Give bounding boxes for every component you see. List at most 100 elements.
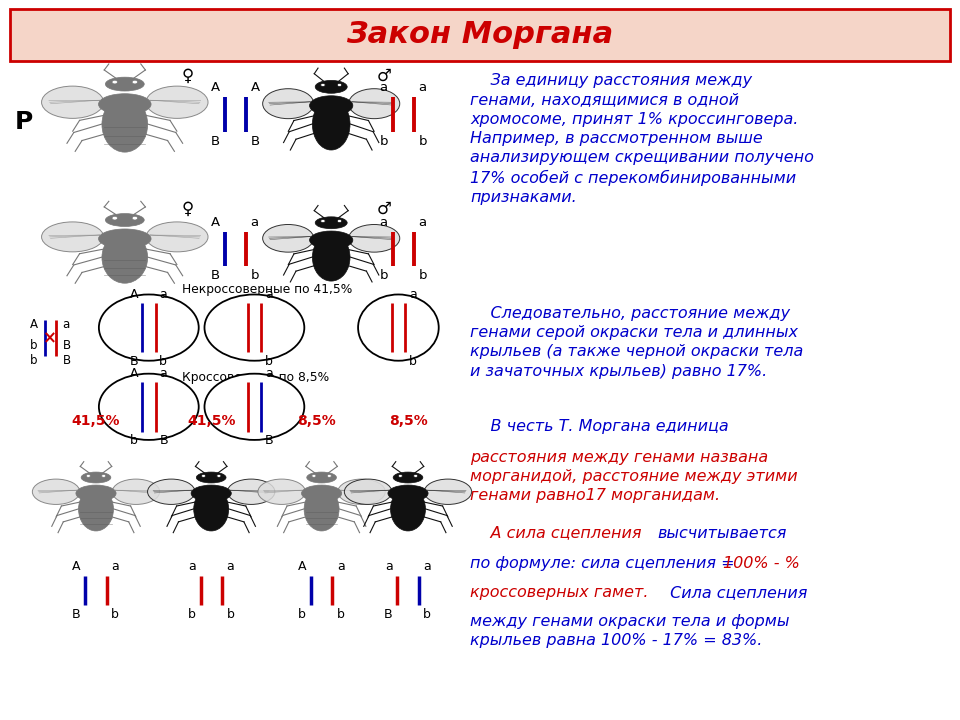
Text: b: b	[379, 269, 388, 282]
Text: a: a	[380, 81, 388, 94]
Text: A: A	[298, 560, 306, 573]
Ellipse shape	[86, 474, 90, 477]
Text: ♀: ♀	[181, 67, 193, 85]
Text: B: B	[62, 339, 70, 352]
Ellipse shape	[204, 294, 304, 361]
Ellipse shape	[146, 86, 208, 118]
Ellipse shape	[309, 231, 353, 249]
Text: A: A	[130, 287, 138, 301]
Text: 41,5%: 41,5%	[72, 414, 120, 428]
Ellipse shape	[424, 479, 471, 505]
Ellipse shape	[327, 474, 331, 477]
Ellipse shape	[315, 81, 348, 94]
Text: P: P	[14, 110, 34, 135]
Text: a: a	[265, 287, 273, 301]
Text: A: A	[130, 366, 138, 379]
Ellipse shape	[348, 225, 399, 252]
Ellipse shape	[312, 99, 350, 150]
Text: a: a	[159, 287, 167, 301]
Text: a: a	[62, 318, 70, 330]
Ellipse shape	[228, 479, 275, 505]
Text: ♀: ♀	[181, 199, 193, 217]
Text: b: b	[188, 608, 196, 621]
Text: B: B	[159, 433, 168, 447]
Text: b: b	[379, 135, 388, 148]
Ellipse shape	[345, 479, 392, 505]
Text: 8,5%: 8,5%	[298, 414, 336, 428]
Ellipse shape	[102, 232, 148, 283]
Text: Сила сцепления: Сила сцепления	[665, 585, 807, 600]
Ellipse shape	[309, 96, 353, 115]
Text: A: A	[30, 318, 37, 330]
Ellipse shape	[132, 216, 137, 220]
Ellipse shape	[304, 487, 339, 531]
Text: b: b	[30, 339, 37, 352]
Ellipse shape	[204, 374, 304, 440]
Ellipse shape	[99, 229, 151, 248]
Text: между генами окраски тела и формы
крыльев равна 100% - 17% = 83%.: между генами окраски тела и формы крылье…	[470, 614, 790, 648]
Text: a: a	[265, 366, 273, 379]
FancyBboxPatch shape	[10, 9, 950, 61]
Ellipse shape	[301, 485, 342, 502]
Text: b: b	[337, 608, 345, 621]
Text: a: a	[380, 216, 388, 229]
Ellipse shape	[307, 472, 336, 483]
Ellipse shape	[263, 89, 314, 119]
Ellipse shape	[312, 233, 350, 281]
Text: a: a	[385, 560, 393, 573]
Ellipse shape	[148, 479, 195, 505]
Text: Кроссоверные по 8,5%: Кроссоверные по 8,5%	[182, 371, 329, 384]
Text: a: a	[409, 287, 417, 301]
Text: Закон Моргана: Закон Моргана	[347, 20, 613, 49]
Text: B: B	[265, 433, 274, 447]
Ellipse shape	[337, 84, 342, 86]
Text: b: b	[265, 354, 273, 368]
Ellipse shape	[112, 479, 159, 505]
Ellipse shape	[414, 474, 418, 477]
Ellipse shape	[391, 487, 425, 531]
Text: B: B	[210, 135, 220, 148]
Text: 100% - %: 100% - %	[723, 556, 800, 571]
Text: 41,5%: 41,5%	[187, 414, 235, 428]
Ellipse shape	[217, 474, 221, 477]
Ellipse shape	[202, 474, 205, 477]
Text: A: A	[251, 81, 260, 94]
Text: Следовательно, расстояние между
генами серой окраски тела и длинных
крыльев (а т: Следовательно, расстояние между генами с…	[470, 306, 804, 379]
Text: a: a	[337, 560, 345, 573]
Text: a: a	[159, 366, 167, 379]
Text: ×: ×	[43, 329, 57, 347]
Ellipse shape	[338, 479, 385, 505]
Ellipse shape	[321, 220, 325, 222]
Ellipse shape	[112, 216, 117, 220]
Ellipse shape	[194, 487, 228, 531]
Text: b: b	[409, 354, 417, 368]
Text: a: a	[251, 216, 258, 229]
Text: b: b	[419, 269, 427, 282]
Text: b: b	[251, 269, 259, 282]
Text: В честь Т. Моргана единица: В честь Т. Моргана единица	[470, 419, 729, 434]
Text: За единицу расстояния между
генами, находящимися в одной
хромосоме, принят 1% кр: За единицу расстояния между генами, нахо…	[470, 73, 814, 205]
Text: a: a	[188, 560, 196, 573]
Ellipse shape	[106, 77, 144, 91]
Ellipse shape	[146, 222, 208, 252]
Text: ♂: ♂	[376, 199, 392, 217]
Ellipse shape	[358, 294, 439, 361]
Ellipse shape	[99, 294, 199, 361]
Ellipse shape	[191, 485, 231, 502]
Text: a: a	[419, 216, 426, 229]
Text: B: B	[210, 269, 220, 282]
Ellipse shape	[132, 80, 137, 84]
Ellipse shape	[263, 225, 314, 252]
Text: a: a	[423, 560, 431, 573]
Ellipse shape	[321, 84, 325, 86]
Text: 8,5%: 8,5%	[389, 414, 427, 428]
Text: b: b	[30, 354, 37, 366]
Text: B: B	[62, 354, 70, 366]
Text: B: B	[72, 608, 81, 621]
Text: расстояния между генами названа
морганидой, расстояние между этими
генами равно1: расстояния между генами названа морганид…	[470, 450, 798, 503]
Text: a: a	[419, 81, 426, 94]
Text: A: A	[72, 560, 81, 573]
Text: b: b	[131, 433, 138, 447]
Ellipse shape	[315, 217, 348, 229]
Ellipse shape	[79, 487, 113, 531]
